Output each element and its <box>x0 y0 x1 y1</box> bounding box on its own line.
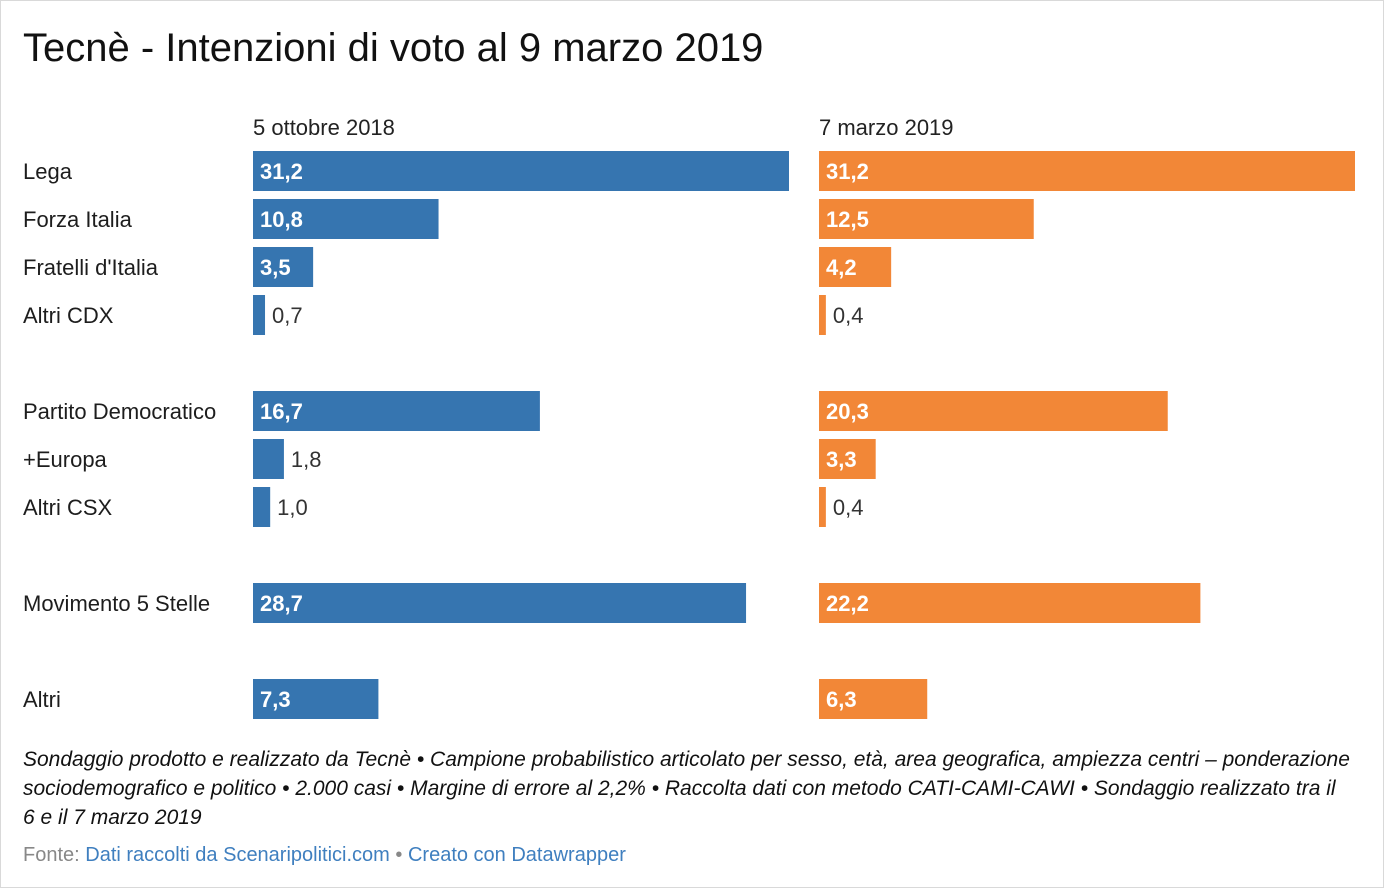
value-label-2-lega: 31,2 <box>826 159 869 184</box>
bar-2-altri-cdx <box>819 295 826 335</box>
value-label-2-partito-democratico: 20,3 <box>826 399 869 424</box>
bar-2-europa <box>819 439 876 479</box>
value-label-1-fratelli-d-italia: 3,5 <box>260 255 291 280</box>
value-label-1-forza-italia: 10,8 <box>260 207 303 232</box>
category-label-altri-cdx: Altri CDX <box>23 303 114 328</box>
value-label-2-forza-italia: 12,5 <box>826 207 869 232</box>
category-label-altri-csx: Altri CSX <box>23 495 113 520</box>
credit-link[interactable]: Creato con Datawrapper <box>407 844 626 866</box>
value-label-1-partito-democratico: 16,7 <box>260 399 303 424</box>
source-separator: • <box>395 844 403 866</box>
category-label-movimento-5-stelle: Movimento 5 Stelle <box>23 591 210 616</box>
value-label-1-altri-cdx: 0,7 <box>272 303 303 328</box>
bar-2-fratelli-d-italia <box>819 247 892 287</box>
bar-1-europa <box>253 439 284 479</box>
value-label-2-altri: 6,3 <box>826 687 857 712</box>
value-label-1-altri: 7,3 <box>260 687 291 712</box>
source-link[interactable]: Dati raccolti da Scenaripolitici.com <box>85 844 390 866</box>
value-label-2-europa: 3,3 <box>826 447 857 472</box>
series-1-header: 5 ottobre 2018 <box>253 115 395 140</box>
bar-1-movimento-5-stelle <box>253 583 747 623</box>
value-label-2-fratelli-d-italia: 4,2 <box>826 255 857 280</box>
value-label-2-altri-csx: 0,4 <box>833 495 864 520</box>
category-label-forza-italia: Forza Italia <box>23 207 133 232</box>
category-label-altri: Altri <box>23 687 61 712</box>
category-label-lega: Lega <box>23 159 73 184</box>
bar-1-forza-italia <box>253 199 439 239</box>
source-line: Fonte: Dati raccolti da Scenaripolitici.… <box>23 841 626 869</box>
value-label-1-europa: 1,8 <box>291 447 322 472</box>
source-label: Fonte: <box>23 844 80 866</box>
bar-1-lega <box>253 151 789 191</box>
bar-1-altri <box>253 679 379 719</box>
value-label-1-movimento-5-stelle: 28,7 <box>260 591 303 616</box>
value-label-2-altri-cdx: 0,4 <box>833 303 864 328</box>
value-label-2-movimento-5-stelle: 22,2 <box>826 591 869 616</box>
bar-chart: Lega 31,2 31,2 Forza Italia 10,8 12,5 Fratelli… <box>23 151 1355 719</box>
value-label-1-altri-csx: 1,0 <box>277 495 308 520</box>
bar-1-fratelli-d-italia <box>253 247 314 287</box>
bar-2-altri-csx <box>819 487 826 527</box>
category-label-fratelli-d-italia: Fratelli d'Italia <box>23 255 159 280</box>
bar-1-partito-democratico <box>253 391 540 431</box>
bar-2-partito-democratico <box>819 391 1168 431</box>
bar-2-lega <box>819 151 1355 191</box>
methodology-note: Sondaggio prodotto e realizzato da Tecnè… <box>23 748 1350 829</box>
category-label-partito-democratico: Partito Democratico <box>23 399 216 424</box>
chart-title: Tecnè - Intenzioni di voto al 9 marzo 20… <box>23 26 764 70</box>
bar-1-altri-csx <box>253 487 271 527</box>
value-label-1-lega: 31,2 <box>260 159 303 184</box>
category-label-europa: +Europa <box>23 447 108 472</box>
bar-1-altri-cdx <box>253 295 266 335</box>
bar-2-altri <box>819 679 928 719</box>
series-2-header: 7 marzo 2019 <box>819 115 954 140</box>
bar-2-movimento-5-stelle <box>819 583 1201 623</box>
bar-2-forza-italia <box>819 199 1034 239</box>
